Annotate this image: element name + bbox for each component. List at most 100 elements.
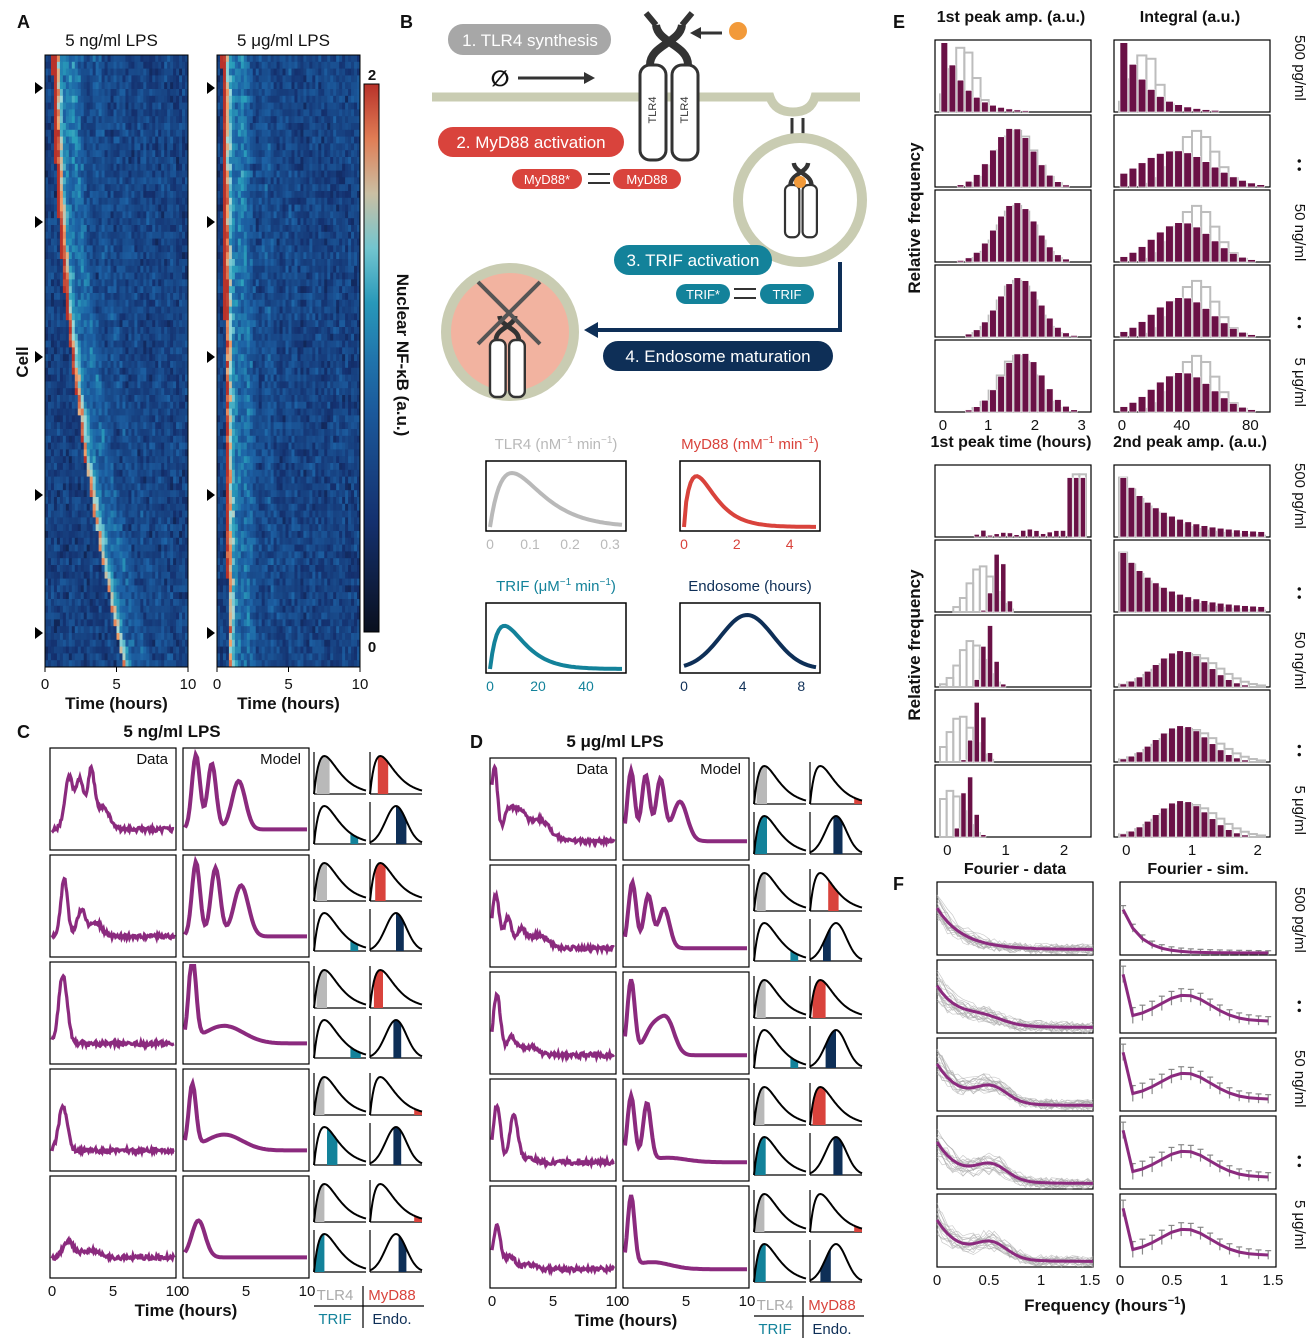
heatmap-cell xyxy=(234,89,239,97)
heatmap-cell xyxy=(53,82,58,90)
heatmap-cell xyxy=(68,197,73,205)
heatmap-cell xyxy=(107,157,112,165)
heatmap-cell xyxy=(237,61,242,69)
heatmap-cell xyxy=(119,218,123,226)
heatmap-cell xyxy=(176,483,180,491)
heatmap-cell xyxy=(185,626,189,634)
heatmap-cell xyxy=(267,116,272,124)
heatmap-cell xyxy=(155,61,159,69)
heatmap-cell xyxy=(288,136,292,144)
heatmap-cell xyxy=(143,551,147,559)
heatmap-cell xyxy=(116,565,120,573)
heatmap-cell xyxy=(83,653,88,661)
heatmap-cell xyxy=(276,102,281,110)
heatmap-cell xyxy=(179,116,183,124)
heatmap-cell xyxy=(128,483,132,491)
heatmap-cell xyxy=(116,245,120,253)
heatmap-cell xyxy=(167,340,171,348)
heatmap-cell xyxy=(170,163,174,171)
heatmap-cell xyxy=(71,82,76,90)
heatmap-cell xyxy=(357,123,361,131)
heatmap-cell xyxy=(98,361,103,369)
heatmap-cell xyxy=(303,95,307,103)
heatmap-cell xyxy=(264,123,269,131)
heatmap-cell xyxy=(71,429,76,437)
heatmap-cell xyxy=(354,55,358,63)
heatmap-cell xyxy=(333,129,337,137)
heatmap-cell xyxy=(261,123,266,131)
heatmap-cell xyxy=(59,469,64,477)
heatmap-cell xyxy=(80,333,85,341)
heatmap-cell xyxy=(149,95,153,103)
heatmap-cell xyxy=(110,408,115,416)
heatmap-cell xyxy=(291,55,295,63)
heatmap-cell xyxy=(288,109,292,117)
heatmap-cell xyxy=(110,143,115,151)
heatmap-cell xyxy=(89,483,94,491)
heatmap-cell xyxy=(53,347,58,355)
heatmap-cell xyxy=(306,143,310,151)
heatmap-cell xyxy=(113,660,117,668)
heatmap-cell xyxy=(62,456,67,464)
heatmap-cell xyxy=(164,143,168,151)
heatmap-cell xyxy=(62,225,67,233)
heatmap-cell xyxy=(92,259,97,267)
heatmap-cell xyxy=(219,95,224,103)
heatmap-cell xyxy=(56,544,61,552)
heatmap-cell xyxy=(86,136,91,144)
heatmap-cell xyxy=(86,483,91,491)
heatmap-cell xyxy=(176,163,180,171)
heatmap-cell xyxy=(119,503,123,511)
heatmap-cell xyxy=(119,102,123,110)
heatmap-cell xyxy=(185,558,189,566)
heatmap-cell xyxy=(137,82,141,90)
heatmap-cell xyxy=(125,469,129,477)
heatmap-cell xyxy=(176,231,180,239)
heatmap-cell xyxy=(179,456,183,464)
heatmap-cell xyxy=(95,109,100,117)
heatmap-cell xyxy=(68,191,73,199)
heatmap-cell xyxy=(83,252,88,260)
heatmap-cell xyxy=(149,170,153,178)
heatmap-cell xyxy=(164,347,168,355)
heatmap-cell xyxy=(47,374,52,382)
heatmap-cell xyxy=(131,483,135,491)
heatmap-cell xyxy=(74,109,79,117)
heatmap-cell xyxy=(288,68,292,76)
heatmap-cell xyxy=(50,660,55,668)
heatmap-cell xyxy=(137,592,141,600)
heatmap-cell xyxy=(131,170,135,178)
heatmap-cell xyxy=(45,218,49,226)
heatmap-cell xyxy=(59,347,64,355)
heatmap-cell xyxy=(152,293,156,301)
heatmap-cell xyxy=(143,653,147,661)
heatmap-cell xyxy=(125,157,129,165)
heatmap-cell xyxy=(68,374,73,382)
heatmap-cell xyxy=(65,388,70,396)
heatmap-cell xyxy=(59,490,64,498)
heatmap-cell xyxy=(228,82,233,90)
heatmap-cell xyxy=(74,503,79,511)
heatmap-cell xyxy=(155,476,159,484)
heatmap-cell xyxy=(116,558,120,566)
heatmap-cell xyxy=(107,653,112,661)
heatmap-cell xyxy=(77,55,82,63)
heatmap-cell xyxy=(176,497,180,505)
heatmap-cell xyxy=(173,68,177,76)
heatmap-cell xyxy=(56,435,61,443)
heatmap-cell xyxy=(77,551,82,559)
heatmap-cell xyxy=(104,599,109,607)
heatmap-cell xyxy=(71,599,76,607)
heatmap-cell xyxy=(146,551,150,559)
heatmap-cell xyxy=(185,660,189,668)
heatmap-cell xyxy=(122,585,126,593)
heatmap-cell xyxy=(50,524,55,532)
heatmap-cell xyxy=(140,225,144,233)
heatmap-cell xyxy=(143,442,147,450)
heatmap-cell xyxy=(161,136,165,144)
heatmap-cell xyxy=(68,578,73,586)
heatmap-cell xyxy=(56,259,61,267)
heatmap-cell xyxy=(47,639,52,647)
heatmap-cell xyxy=(173,109,177,117)
heatmap-cell xyxy=(164,68,168,76)
